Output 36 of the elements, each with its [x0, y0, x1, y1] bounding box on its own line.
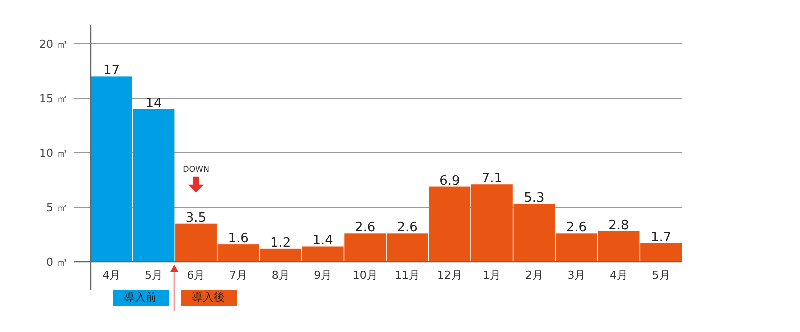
- data-label: 17: [103, 64, 120, 79]
- text: 導入前: [112, 290, 169, 306]
- x-tick-label: 7月: [230, 269, 248, 282]
- x-tick-label: 5月: [144, 269, 163, 282]
- data-label: 5.3: [524, 191, 545, 206]
- x-tick-label: 8月: [272, 269, 290, 282]
- data-label: 1.4: [312, 234, 334, 249]
- data-label: 1.7: [650, 230, 672, 246]
- data-label: 14: [146, 96, 162, 112]
- data-label: 1.6: [228, 232, 249, 247]
- x-tick-label: 1月: [483, 269, 502, 282]
- x-tick-label: 6月: [187, 269, 206, 282]
- data-label: 2.6: [397, 220, 418, 236]
- data-label: 7.1: [482, 172, 503, 187]
- x-tick-label: 9月: [314, 269, 332, 282]
- x-tick-label: 10月: [352, 269, 378, 282]
- data-label: 3.5: [186, 210, 207, 226]
- data-label: 2.6: [566, 220, 588, 236]
- data-label: 2.6: [355, 220, 376, 236]
- y-tick-label: 10 ㎥: [40, 147, 68, 160]
- y-tick-label: 15 ㎥: [40, 92, 68, 106]
- text: 導入後: [180, 290, 237, 306]
- data-label: 1.2: [270, 236, 292, 251]
- x-tick-label: 5月: [652, 269, 670, 282]
- data-label: 6.9: [440, 174, 460, 189]
- y-tick-label: 20 ㎥: [40, 38, 68, 51]
- x-tick-label: 2月: [525, 269, 544, 282]
- x-tick-label: 12月: [437, 269, 462, 282]
- annotation: DOWN: [183, 164, 210, 174]
- x-tick-label: 11月: [395, 269, 420, 282]
- y-tick-label: 0 ㎥: [46, 256, 68, 269]
- x-tick-label: 4月: [610, 269, 628, 282]
- x-tick-label: 3月: [568, 269, 586, 282]
- x-tick-label: 4月: [102, 269, 121, 282]
- data-label: 2.8: [608, 218, 630, 234]
- y-tick-label: 5 ㎥: [46, 202, 68, 214]
